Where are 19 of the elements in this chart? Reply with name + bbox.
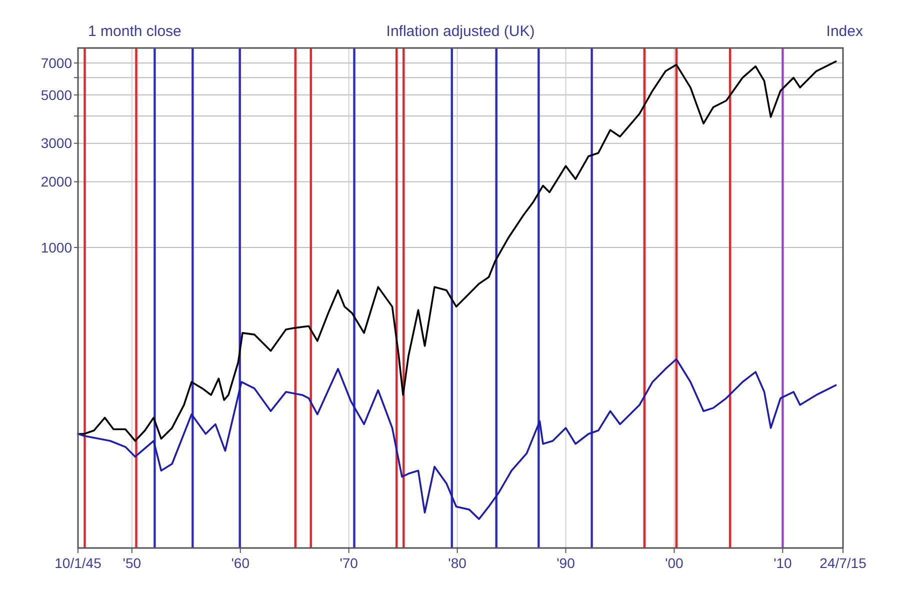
x-tick-label: '60 [231, 555, 250, 571]
y-axis-title: Index [826, 23, 864, 40]
line-series [77, 358, 837, 520]
text: 1 month close [88, 23, 182, 40]
line-series [77, 60, 837, 442]
x-tick-label: '00 [665, 555, 684, 571]
x-tick-label: 10/1/45 [54, 555, 102, 571]
y-tick-label: 1000 [40, 239, 72, 256]
x-tick-label: '50 [122, 555, 142, 571]
y-tick-label: 2000 [40, 174, 72, 190]
x-tick-label: 24/7/15 [820, 555, 867, 571]
y-tick-label: 3000 [40, 135, 72, 152]
x-tick-label: '90 [556, 555, 576, 571]
x-tick-label: '70 [340, 555, 358, 571]
x-tick-label: '10 [774, 555, 792, 571]
chart-title: Inflation adjusted (UK) [386, 23, 535, 40]
y-tick-label: 5000 [40, 86, 72, 103]
x-tick-label: '80 [448, 555, 467, 571]
y-tick-label: 7000 [40, 54, 72, 71]
